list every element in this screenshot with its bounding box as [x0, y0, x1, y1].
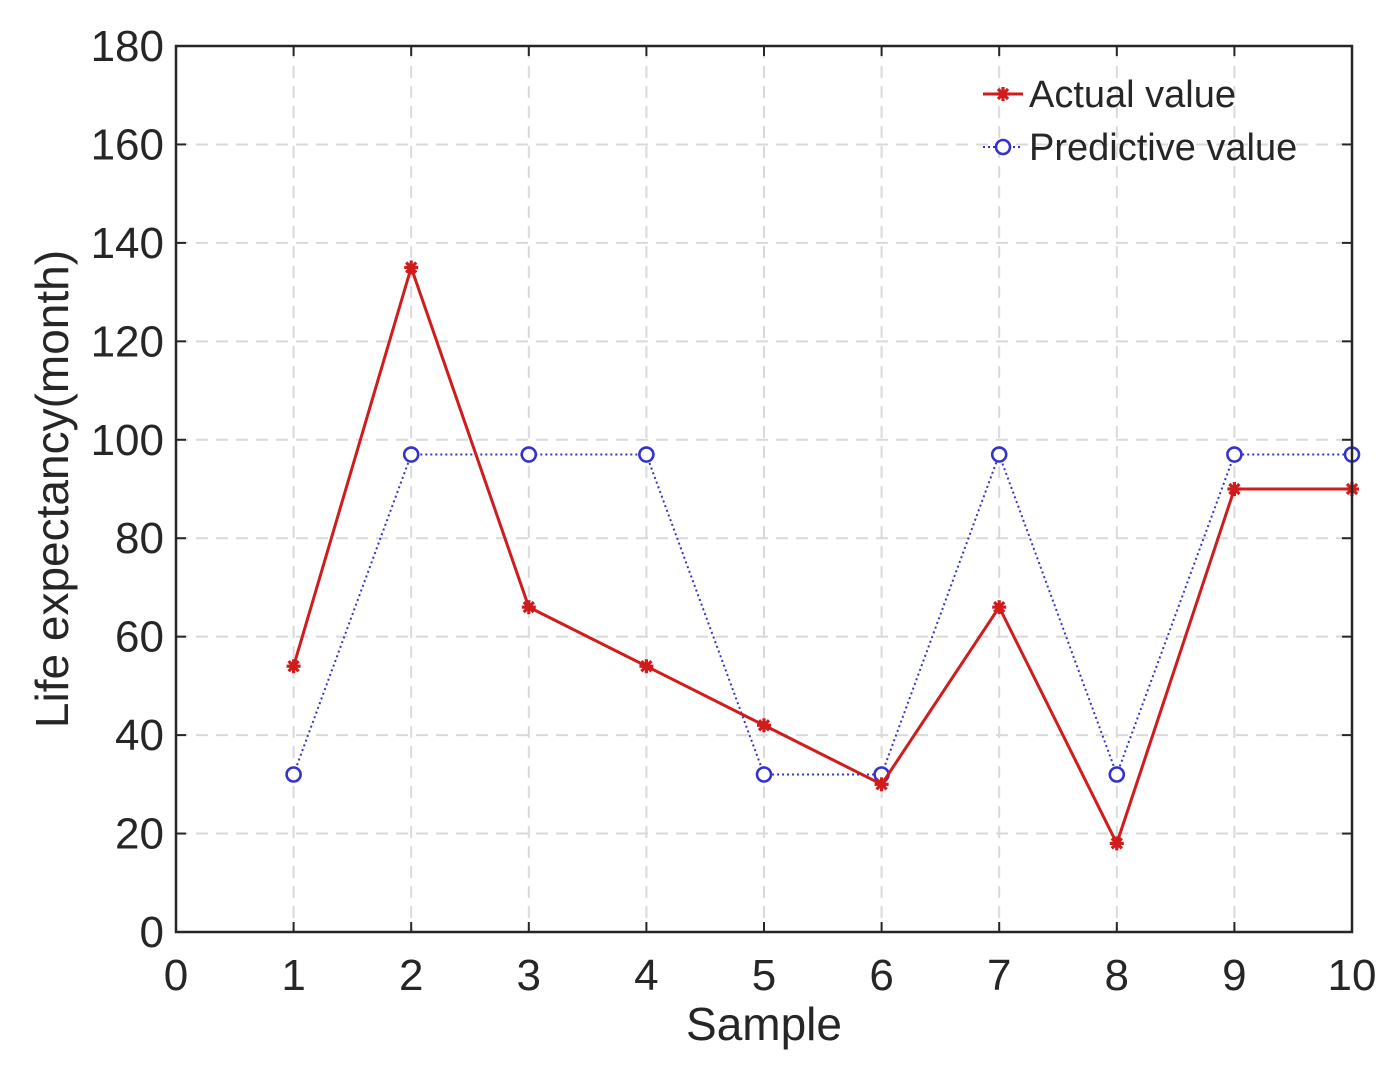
data-point-actual — [1227, 482, 1242, 496]
data-point-actual — [521, 600, 536, 615]
y-tick-label: 180 — [91, 22, 164, 71]
y-tick-label: 100 — [91, 416, 164, 465]
legend-label-actual: Actual value — [1029, 74, 1236, 116]
data-point-predictive — [638, 446, 655, 463]
x-tick-label: 7 — [987, 951, 1011, 1000]
x-tick-label: 6 — [869, 951, 893, 1000]
y-tick-label: 40 — [115, 711, 164, 760]
x-axis-title: Sample — [686, 998, 842, 1050]
grid — [176, 46, 1352, 932]
x-tick-label: 1 — [281, 951, 305, 1000]
data-point-predictive — [402, 446, 420, 463]
data-point-predictive — [520, 446, 538, 463]
y-tick-label: 80 — [115, 514, 164, 563]
data-point-actual — [1109, 836, 1124, 851]
x-tick-label: 9 — [1222, 951, 1246, 1000]
x-tick-label: 8 — [1105, 951, 1129, 1000]
x-tick-label: 10 — [1328, 951, 1377, 1000]
y-tick-label: 0 — [140, 908, 164, 957]
data-point-actual — [874, 777, 889, 792]
y-tick-label: 60 — [115, 613, 164, 662]
data-point-actual — [639, 659, 654, 674]
series-line-predictive — [292, 453, 1352, 776]
y-axis-title: Life expectancy(month) — [26, 250, 78, 728]
legend-label-predictive: Predictive value — [1029, 127, 1297, 169]
data-point-actual — [404, 260, 419, 275]
data-point-actual — [992, 600, 1007, 615]
x-tick-label: 4 — [634, 951, 658, 1000]
x-tick-label: 2 — [399, 951, 423, 1000]
x-tick-label: 0 — [164, 951, 188, 1000]
data-point-predictive — [1226, 446, 1243, 463]
data-point-predictive — [1108, 766, 1126, 783]
y-tick-label: 140 — [91, 219, 164, 268]
legend-marker-predictive — [994, 138, 1012, 156]
x-axis-ticks: 0 1 2 3 4 5 6 7 8 9 10 — [164, 46, 1377, 1000]
data-point-predictive — [285, 766, 302, 783]
y-tick-label: 20 — [115, 810, 164, 859]
y-axis-ticks: 0 20 40 60 80 100 120 140 160 180 — [91, 22, 1352, 957]
data-point-actual — [286, 659, 301, 674]
legend-circle-marker — [994, 138, 1012, 156]
data-point-predictive — [990, 446, 1008, 463]
legend-marker-actual — [996, 87, 1010, 101]
series-layer — [285, 260, 1361, 851]
y-tick-label: 120 — [91, 317, 164, 366]
series-line-actual — [292, 266, 1352, 845]
data-point-predictive — [755, 766, 773, 783]
x-tick-label: 5 — [752, 951, 776, 1000]
legend-star-marker — [996, 87, 1010, 101]
x-tick-label: 3 — [517, 951, 541, 1000]
data-point-actual — [757, 718, 771, 733]
legend: Actual value Predictive value — [983, 74, 1297, 169]
y-tick-label: 160 — [91, 120, 164, 169]
